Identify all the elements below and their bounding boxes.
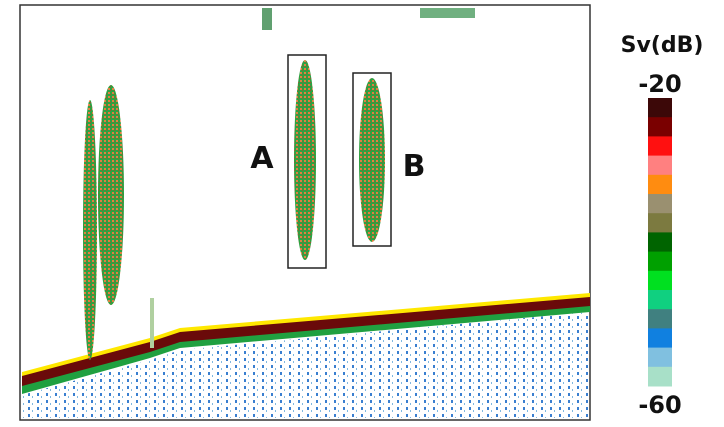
colorbar-swatch [648, 232, 672, 252]
target-label: B [403, 149, 426, 184]
colorbar: Sv(dB) -20 -60 [621, 33, 704, 419]
colorbar-swatch [648, 175, 672, 195]
colorbar-swatch [648, 156, 672, 176]
colorbar-swatch [648, 309, 672, 329]
colorbar-swatch [648, 213, 672, 233]
colorbar-swatch [648, 252, 672, 272]
surface-echo [262, 8, 272, 30]
echogram-panel: A B [20, 5, 590, 420]
colorbar-swatch [648, 290, 672, 310]
colorbar-swatch [648, 194, 672, 214]
colorbar-min: -60 [638, 391, 681, 419]
fish-school [83, 100, 97, 360]
surface-echo [420, 8, 475, 18]
figure: A B Sv(dB) -20 -60 [0, 0, 724, 423]
colorbar-swatch [648, 136, 672, 156]
fish-school [359, 78, 385, 242]
target-label: A [250, 141, 274, 176]
colorbar-swatch [648, 367, 672, 387]
colorbar-swatch [648, 98, 672, 118]
echo-trace [150, 298, 154, 348]
fish-school [294, 60, 316, 260]
page: A B Sv(dB) -20 -60 (() => { const data =… [0, 0, 724, 423]
colorbar-swatch [648, 328, 672, 348]
colorbar-swatch [648, 271, 672, 291]
colorbar-swatch [648, 348, 672, 368]
colorbar-title: Sv(dB) [621, 33, 704, 58]
fish-school [98, 85, 124, 305]
colorbar-max: -20 [638, 70, 681, 98]
colorbar-swatch [648, 117, 672, 137]
